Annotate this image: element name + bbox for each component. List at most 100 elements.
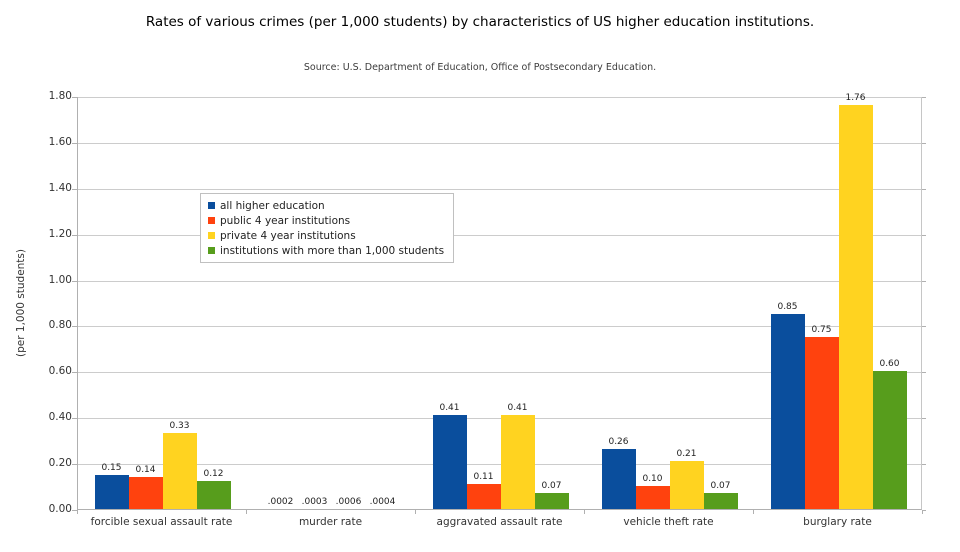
bar-institutions-with-more-than-1-000-students bbox=[872, 371, 907, 509]
bar-value-label: 0.26 bbox=[608, 437, 629, 447]
y-gridline bbox=[78, 464, 921, 465]
y-axis-tick bbox=[72, 510, 77, 511]
legend-item-label: private 4 year institutions bbox=[220, 229, 356, 242]
y-axis-tick-right bbox=[922, 418, 926, 419]
bar-value-label: .0003 bbox=[301, 497, 328, 507]
legend-color-swatch-icon bbox=[208, 202, 215, 209]
x-axis-category-label: aggravated assault rate bbox=[436, 516, 563, 528]
y-axis-tick-label: 1.80 bbox=[48, 90, 72, 102]
y-gridline bbox=[78, 281, 921, 282]
y-axis-tick-right bbox=[922, 372, 926, 373]
bar-value-label: 0.15 bbox=[101, 463, 122, 473]
bar-value-label: 0.41 bbox=[507, 403, 528, 413]
bar-public-4-year-institutions bbox=[466, 484, 501, 509]
bar-public-4-year-institutions bbox=[635, 486, 670, 509]
bar-all-higher-education bbox=[601, 449, 636, 509]
y-axis-tick-right bbox=[922, 143, 926, 144]
y-gridline bbox=[78, 418, 921, 419]
x-axis-category-label: murder rate bbox=[298, 516, 363, 528]
bar-value-label: 0.14 bbox=[135, 465, 156, 475]
x-axis-tick bbox=[77, 510, 78, 514]
x-axis-tick bbox=[753, 510, 754, 514]
y-axis-tick-right bbox=[922, 510, 926, 511]
y-axis-tick-right bbox=[922, 97, 926, 98]
y-axis-tick-right bbox=[922, 326, 926, 327]
bar-all-higher-education bbox=[770, 314, 805, 509]
bar-value-label: 0.75 bbox=[811, 325, 832, 335]
bar-institutions-with-more-than-1-000-students bbox=[196, 481, 231, 509]
bar-private-4-year-institutions bbox=[669, 461, 704, 509]
y-axis-tick-label: 1.60 bbox=[48, 136, 72, 148]
legend-item-label: public 4 year institutions bbox=[220, 214, 351, 227]
y-axis-tick-right bbox=[922, 281, 926, 282]
x-axis-tick bbox=[584, 510, 585, 514]
x-axis-tick bbox=[922, 510, 923, 514]
y-axis-tick bbox=[72, 189, 77, 190]
bar-value-label: 0.21 bbox=[676, 449, 697, 459]
bar-institutions-with-more-than-1-000-students bbox=[534, 493, 569, 509]
x-axis-tick bbox=[415, 510, 416, 514]
y-axis-tick-label: 1.20 bbox=[48, 228, 72, 240]
bar-value-label: 0.60 bbox=[879, 359, 900, 369]
y-axis-tick bbox=[72, 143, 77, 144]
y-gridline bbox=[78, 235, 921, 236]
bar-institutions-with-more-than-1-000-students bbox=[703, 493, 738, 509]
bar-private-4-year-institutions bbox=[162, 433, 197, 509]
y-axis-tick-label: 0.80 bbox=[48, 319, 72, 331]
chart-source-subtitle: Source: U.S. Department of Education, Of… bbox=[303, 62, 657, 73]
y-axis-tick bbox=[72, 326, 77, 327]
bar-public-4-year-institutions bbox=[804, 337, 839, 509]
y-axis-tick-right bbox=[922, 464, 926, 465]
y-axis-tick bbox=[72, 464, 77, 465]
y-axis-tick bbox=[72, 235, 77, 236]
bar-value-label: 0.12 bbox=[203, 469, 224, 479]
legend: all higher education public 4 year instit… bbox=[200, 193, 455, 263]
y-axis-tick-label: 1.00 bbox=[48, 274, 72, 286]
bar-private-4-year-institutions bbox=[838, 105, 873, 509]
y-axis-tick-label: 0.20 bbox=[48, 457, 72, 469]
x-axis-tick bbox=[246, 510, 247, 514]
x-axis-category-label: burglary rate bbox=[803, 516, 872, 528]
legend-color-swatch-icon bbox=[208, 217, 215, 224]
chart-title: Rates of various crimes (per 1,000 stude… bbox=[145, 14, 815, 30]
legend-color-swatch-icon bbox=[208, 247, 215, 254]
y-axis-tick-label: 1.40 bbox=[48, 182, 72, 194]
y-axis-tick-label: 0.40 bbox=[48, 411, 72, 423]
bar-all-higher-education bbox=[94, 475, 129, 509]
bar-value-label: .0006 bbox=[335, 497, 362, 507]
legend-item: public 4 year institutions bbox=[208, 213, 444, 228]
bar-value-label: 0.07 bbox=[710, 481, 731, 491]
legend-item: private 4 year institutions bbox=[208, 228, 444, 243]
bar-value-label: 0.33 bbox=[169, 421, 190, 431]
y-gridline bbox=[78, 143, 921, 144]
y-gridline bbox=[78, 326, 921, 327]
bar-private-4-year-institutions bbox=[500, 415, 535, 509]
legend-item: all higher education bbox=[208, 198, 444, 213]
bar-value-label: .0004 bbox=[369, 497, 396, 507]
y-axis-tick-right bbox=[922, 235, 926, 236]
y-axis-tick bbox=[72, 281, 77, 282]
bar-all-higher-education bbox=[432, 415, 467, 509]
y-axis-tick-label: 0.60 bbox=[48, 365, 72, 377]
bar-value-label: 0.11 bbox=[473, 472, 494, 482]
bar-value-label: 0.10 bbox=[642, 474, 663, 484]
bar-value-label: 0.85 bbox=[777, 302, 798, 312]
y-axis-tick-label: 0.00 bbox=[48, 503, 72, 515]
legend-item: institutions with more than 1,000 studen… bbox=[208, 243, 444, 258]
plot-area: 0.15 0.14 0.33 0.12 .0002 .0003 .0006 .0004 0.41… bbox=[77, 93, 922, 510]
y-axis-tick bbox=[72, 372, 77, 373]
bar-public-4-year-institutions bbox=[128, 477, 163, 509]
bar-value-label: 0.07 bbox=[541, 481, 562, 491]
x-axis-category-label: forcible sexual assault rate bbox=[90, 516, 233, 528]
y-axis-title: (per 1,000 students) bbox=[15, 249, 27, 357]
y-gridline bbox=[78, 97, 921, 98]
legend-item-label: institutions with more than 1,000 studen… bbox=[220, 244, 445, 257]
bar-value-label: 1.76 bbox=[845, 93, 866, 103]
y-gridline bbox=[78, 372, 921, 373]
y-axis-tick-right bbox=[922, 189, 926, 190]
bar-value-label: .0002 bbox=[267, 497, 294, 507]
y-axis-tick bbox=[72, 97, 77, 98]
bar-value-label: 0.41 bbox=[439, 403, 460, 413]
legend-color-swatch-icon bbox=[208, 232, 215, 239]
